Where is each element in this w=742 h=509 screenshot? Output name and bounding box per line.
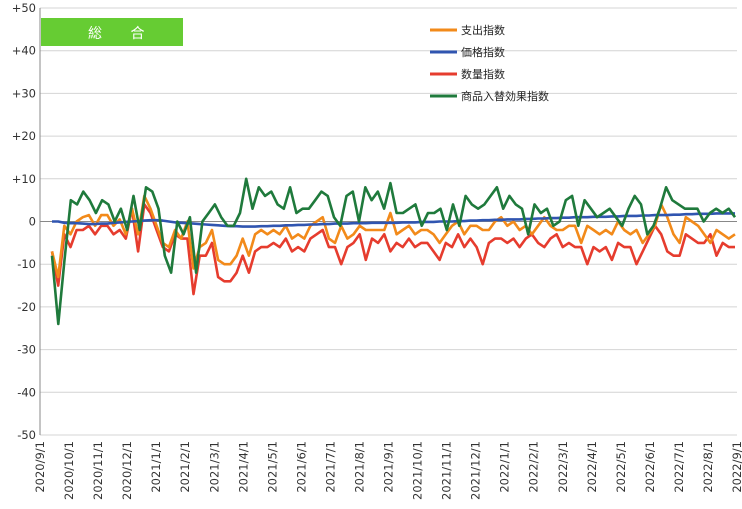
x-tick-label: 2021/7/1 bbox=[323, 441, 337, 493]
x-tick-label: 2020/10/1 bbox=[62, 441, 76, 500]
badge-label: 総 合 bbox=[88, 26, 156, 42]
x-tick-label: 2021/9/1 bbox=[382, 441, 396, 493]
x-tick-label: 2022/4/1 bbox=[585, 441, 599, 493]
y-tick-label: +10 bbox=[12, 172, 36, 186]
x-tick-label: 2022/9/1 bbox=[730, 441, 742, 493]
y-tick-label: 0 bbox=[29, 215, 36, 229]
x-tick-label: 2022/2/1 bbox=[527, 441, 541, 493]
x-tick-label: 2021/1/1 bbox=[149, 441, 163, 493]
x-tick-label: 2021/10/1 bbox=[411, 441, 425, 500]
x-tick-label: 2022/5/1 bbox=[614, 441, 628, 493]
badge-box bbox=[41, 18, 183, 46]
x-tick-label: 2021/6/1 bbox=[294, 441, 308, 493]
x-tick-label: 2022/6/1 bbox=[643, 441, 657, 493]
y-tick-label: -40 bbox=[17, 385, 36, 399]
y-tick-label: +40 bbox=[12, 44, 36, 58]
y-tick-labels: +50 +40 +30 +20 +10 0 -10 -20 -30 -40 -50 bbox=[12, 1, 36, 442]
badge: 総 合 bbox=[41, 18, 183, 46]
legend-label: 価格指数 bbox=[461, 45, 505, 59]
x-tick-label: 2021/11/1 bbox=[440, 441, 454, 500]
y-tick-label: +30 bbox=[12, 86, 36, 100]
y-tick-label: -20 bbox=[17, 300, 36, 314]
x-tick-label: 2021/3/1 bbox=[207, 441, 221, 493]
x-tick-label: 2022/7/1 bbox=[672, 441, 686, 493]
y-tick-label: +50 bbox=[12, 1, 36, 15]
x-tick-label: 2022/1/1 bbox=[498, 441, 512, 493]
series-lines bbox=[50, 177, 737, 326]
x-tick-label: 2020/12/1 bbox=[120, 441, 134, 500]
grid-lines bbox=[40, 7, 737, 436]
x-tick-label: 2021/8/1 bbox=[352, 441, 366, 493]
legend-label: 商品入替効果指数 bbox=[461, 89, 549, 103]
legend-label: 数量指数 bbox=[461, 67, 505, 81]
legend-label: 支出指数 bbox=[461, 23, 505, 37]
x-tick-label: 2021/12/1 bbox=[469, 441, 483, 500]
x-tick-label: 2020/9/1 bbox=[33, 441, 47, 493]
x-tick-labels: 2020/9/1 2020/10/1 2020/11/1 2020/12/1 2021/… bbox=[33, 441, 742, 500]
series-line-3 bbox=[50, 177, 737, 326]
x-tick-label: 2021/4/1 bbox=[236, 441, 250, 493]
y-tick-label: -50 bbox=[17, 428, 36, 442]
x-tick-label: 2021/2/1 bbox=[178, 441, 192, 493]
y-tick-label: -10 bbox=[17, 257, 36, 271]
y-tick-label: +20 bbox=[12, 129, 36, 143]
y-tick-label: -30 bbox=[17, 343, 36, 357]
x-tick-label: 2021/5/1 bbox=[265, 441, 279, 493]
series-line-1 bbox=[52, 212, 735, 228]
x-tick-label: 2022/8/1 bbox=[701, 441, 715, 493]
series-line-0 bbox=[50, 194, 736, 279]
x-tick-label: 2020/11/1 bbox=[91, 441, 105, 500]
series-line-2 bbox=[50, 203, 735, 296]
x-tick-label: 2022/3/1 bbox=[556, 441, 570, 493]
